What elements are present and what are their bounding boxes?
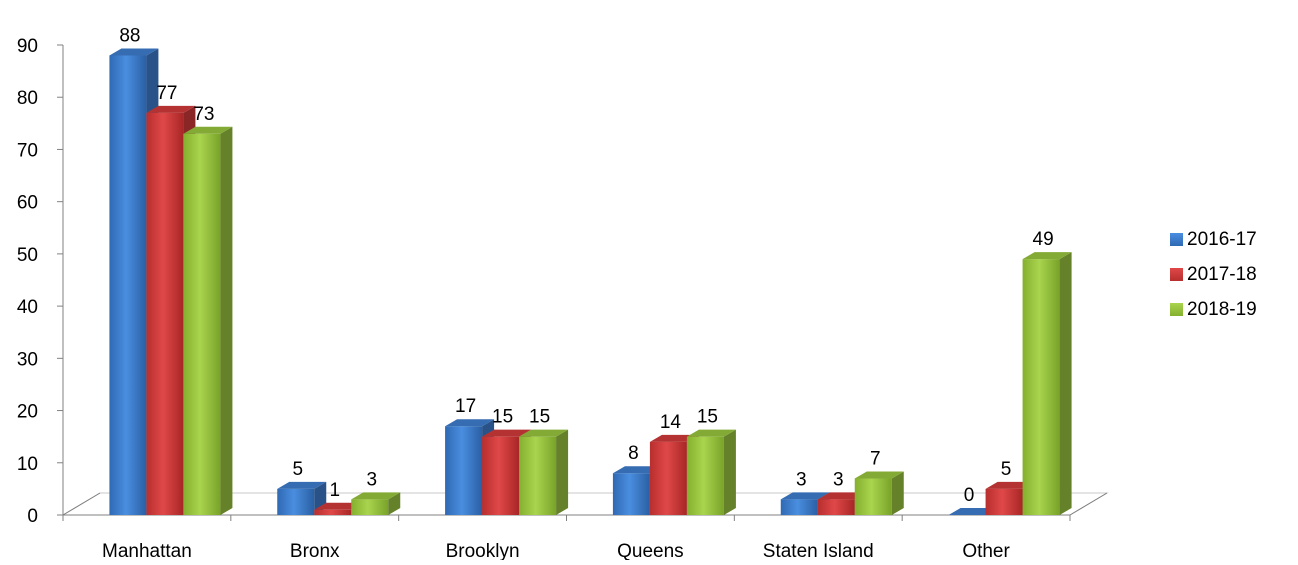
x-category-label: Manhattan xyxy=(102,541,192,560)
bar-top xyxy=(445,419,495,427)
bars xyxy=(109,48,1072,516)
bar-top xyxy=(686,429,736,437)
data-label: 5 xyxy=(1001,459,1012,480)
bar-front xyxy=(519,436,557,515)
floor-right-edge xyxy=(1069,492,1108,516)
bar-top xyxy=(146,105,196,113)
y-tick-label: 10 xyxy=(17,454,38,475)
bar-front xyxy=(854,478,892,515)
bar-top xyxy=(277,481,327,489)
legend-swatch-series-2 xyxy=(1170,268,1183,281)
bar-front xyxy=(817,499,855,515)
legend: 2016-17 2017-18 2018-19 xyxy=(1170,222,1257,327)
y-tick-label: 20 xyxy=(17,402,38,423)
data-label: 3 xyxy=(796,469,807,490)
y-tick-label: 90 xyxy=(17,36,38,57)
data-label: 49 xyxy=(1033,229,1054,250)
bar-front xyxy=(109,55,147,515)
bar-top xyxy=(519,429,569,437)
y-tick-label: 70 xyxy=(17,140,38,161)
bar-front xyxy=(183,133,221,515)
data-label: 88 xyxy=(119,25,140,46)
y-tick-label: 80 xyxy=(17,88,38,109)
bar-top xyxy=(854,471,904,479)
floor-left-edge xyxy=(62,492,101,516)
bar-side xyxy=(556,429,569,515)
data-label: 17 xyxy=(455,396,476,417)
data-label: 14 xyxy=(660,412,682,433)
bar-top xyxy=(482,429,532,437)
bar-front xyxy=(482,436,520,515)
bar-side xyxy=(388,492,401,515)
bar-front xyxy=(277,488,315,515)
bar-front xyxy=(146,112,184,515)
x-category-label: Other xyxy=(962,541,1010,560)
bar-front xyxy=(445,426,483,515)
bar-top xyxy=(314,502,364,510)
data-label: 73 xyxy=(193,104,214,125)
y-tick-label: 40 xyxy=(17,297,38,318)
data-label: 0 xyxy=(964,485,975,506)
legend-label-series-3: 2018-19 xyxy=(1187,298,1257,320)
x-category-label: Brooklyn xyxy=(446,541,520,560)
bar-top xyxy=(649,434,699,442)
bar-front xyxy=(780,499,818,515)
y-tick-label: 0 xyxy=(27,506,38,527)
bar-front xyxy=(612,473,650,515)
bar-top xyxy=(817,492,867,500)
bar-front xyxy=(686,436,724,515)
bar-top xyxy=(1022,252,1072,260)
y-tick-label: 50 xyxy=(17,245,38,266)
legend-item-series-1: 2016-17 xyxy=(1170,222,1257,257)
bar-top xyxy=(948,508,998,515)
y-tick-label: 60 xyxy=(17,193,38,214)
bar-top xyxy=(612,466,662,474)
legend-swatch-series-3 xyxy=(1170,303,1183,316)
bar-top xyxy=(109,48,159,56)
x-category-label: Queens xyxy=(617,541,684,560)
data-label: 8 xyxy=(628,443,639,464)
bar-side xyxy=(1059,252,1072,515)
data-label: 5 xyxy=(292,459,303,480)
bar-top xyxy=(780,492,830,500)
legend-label-series-1: 2016-17 xyxy=(1187,228,1257,250)
bar-side xyxy=(220,126,233,516)
x-category-label: Bronx xyxy=(290,541,340,560)
bar-front xyxy=(314,509,352,515)
legend-swatch-series-1 xyxy=(1170,233,1183,246)
bar-top xyxy=(183,126,233,134)
bar-top xyxy=(985,481,1035,489)
bar-front xyxy=(1022,259,1060,515)
bar-front xyxy=(351,499,389,515)
legend-item-series-2: 2017-18 xyxy=(1170,257,1257,292)
data-label: 15 xyxy=(492,407,513,428)
y-tick-label: 30 xyxy=(17,349,38,370)
bar-front xyxy=(649,441,687,515)
bar-top xyxy=(351,492,401,500)
data-label: 3 xyxy=(366,469,377,490)
data-label: 77 xyxy=(156,83,177,104)
data-labels: 88 77 73 5 1 3 17 15 15 8 14 15 3 3 7 0 5 49 xyxy=(119,25,1053,506)
x-category-label: Staten Island xyxy=(763,541,874,560)
bar-front xyxy=(985,488,1023,515)
data-label: 3 xyxy=(833,469,844,490)
legend-item-series-3: 2018-19 xyxy=(1170,292,1257,327)
legend-label-series-2: 2017-18 xyxy=(1187,263,1257,285)
bar-side xyxy=(891,471,904,515)
data-label: 7 xyxy=(870,448,881,469)
data-label: 15 xyxy=(529,407,550,428)
data-label: 15 xyxy=(697,407,718,428)
bar-side xyxy=(723,429,736,515)
data-label: 1 xyxy=(329,480,340,501)
